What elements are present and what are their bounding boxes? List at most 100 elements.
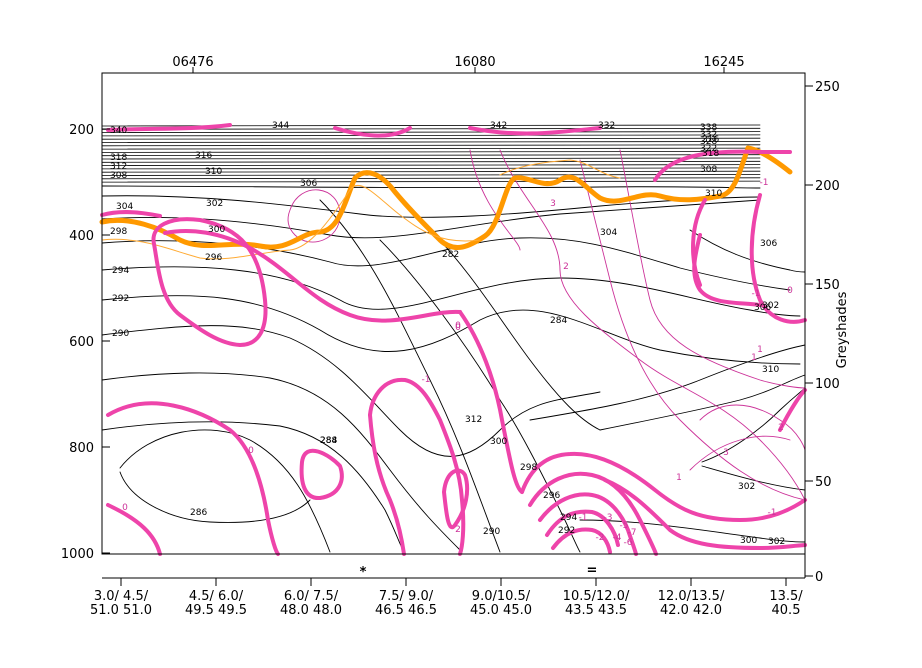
isentrope-contour — [119, 471, 311, 523]
pv-label: 1 — [676, 473, 682, 483]
top-axis-tick-label: 06476 — [172, 55, 213, 70]
pv-thin-contour — [699, 404, 806, 451]
pv-zero-contour — [692, 233, 762, 307]
pv-label: 2 — [455, 525, 461, 535]
pv-zero-contour — [653, 149, 792, 182]
pv-zero-contour — [151, 217, 268, 347]
pv-label: 1 — [751, 353, 757, 363]
isentrope-label: 316 — [702, 135, 719, 145]
bottom-axis-tick-label-line1: 4.5/ 6.0/ — [189, 589, 244, 604]
isentrope-label: 310 — [205, 167, 222, 177]
marker-layer: * = — [360, 563, 598, 580]
isentrope-label: 288 — [320, 436, 337, 446]
pv-thin-contour — [287, 189, 341, 243]
isentrope-contour — [689, 229, 806, 273]
bottom-axis: 3.0/ 4.5/51.0 51.0 4.5/ 6.0/49.5 49.5 6.0/… — [90, 577, 805, 618]
pv-label: 2 — [563, 262, 569, 272]
pv-zero-contour — [778, 388, 807, 432]
isentrope-label: 290 — [483, 527, 500, 537]
isentrope-contour — [701, 465, 806, 491]
right-axis-tick-label: 250 — [815, 80, 840, 95]
isentrope-label: 342 — [490, 121, 507, 131]
pv-label: 0 — [122, 503, 128, 513]
pv-zero-contour — [458, 310, 524, 494]
isentrope-label: 302 — [738, 482, 755, 492]
pv-zero-contour — [368, 377, 466, 556]
pv-label: 3 — [723, 448, 729, 458]
left-axis-tick-label: 800 — [69, 441, 94, 456]
bottom-axis-tick-label-line2: 42.0 42.0 — [660, 603, 722, 618]
right-axis: 0 50 100 150 200 250 — [804, 73, 840, 585]
isentrope-label: 306 — [760, 239, 777, 249]
tropopause-layer — [99, 145, 793, 260]
bottom-axis-tick-label-line1: 9.0/10.5/ — [472, 589, 531, 604]
isentrope-label: 318 — [702, 149, 719, 159]
bottom-axis-tick-label-line2: 49.5 49.5 — [185, 603, 247, 618]
pv-label: -5 — [620, 521, 629, 531]
pv-zero-contour — [368, 413, 406, 556]
isentrope-label: 296 — [543, 491, 560, 501]
pv-label: 0 — [787, 286, 793, 296]
isentrope-label: 298 — [110, 227, 127, 237]
isentrope-label: 302 — [762, 301, 779, 311]
isentrope-contour — [319, 199, 501, 553]
isentrope-contour — [429, 229, 601, 431]
right-axis-tick-label: 200 — [815, 179, 840, 194]
pv-zero-contour — [106, 123, 232, 132]
pv-zero-contour — [333, 126, 412, 138]
isentrope-contour — [599, 374, 806, 431]
isentrope-contour — [101, 421, 405, 553]
isentrope-label: 312 — [465, 415, 482, 425]
right-axis-title: Greyshades — [835, 291, 850, 368]
top-axis-tick-label: 16080 — [454, 55, 495, 70]
isentrope-label: 294 — [560, 513, 577, 523]
isentrope-label: 292 — [112, 294, 129, 304]
pv-label: -2 — [596, 533, 605, 543]
isentrope-label: 328 — [700, 137, 717, 147]
bottom-axis-tick-label-line2: 45.0 45.0 — [470, 603, 532, 618]
bottom-axis-tick-label-line2: 46.5 46.5 — [375, 603, 437, 618]
isentrope-label: 292 — [558, 526, 575, 536]
isentrope-label: 300 — [208, 225, 225, 235]
isentrope-label: 340 — [110, 126, 127, 136]
isentrope-label: 302 — [206, 199, 223, 209]
bottom-axis-tick-label-line2: 40.5 — [772, 603, 801, 618]
isentrope-label: 300 — [740, 536, 757, 546]
pv-label: -3 — [604, 513, 613, 523]
tropopause-line — [99, 145, 793, 251]
isentrope-label: 332 — [700, 130, 717, 140]
tropopause-thin-line — [101, 184, 481, 260]
pv-label: -1 — [579, 513, 588, 523]
isentrope-label: 308 — [700, 165, 717, 175]
left-axis-tick-label: 400 — [69, 229, 94, 244]
bottom-axis-tick-label-line2: 43.5 43.5 — [565, 603, 627, 618]
cyan-star: * — [360, 565, 367, 580]
pv-zero-contour — [442, 468, 470, 530]
isentrope-label: 316 — [195, 151, 212, 161]
pv-label: 0 — [455, 323, 461, 333]
isentrope-contour — [101, 372, 461, 551]
pv-zero-contour — [520, 451, 807, 522]
isentrope-contour — [119, 429, 331, 553]
isentrope-label: 310 — [762, 365, 779, 375]
pv-label: -6 — [624, 538, 633, 548]
pv-thin-contour — [689, 435, 791, 471]
pv-zero-contour — [299, 448, 344, 500]
isentrope-label: 282 — [442, 250, 459, 260]
isentrope-label: 306 — [300, 179, 317, 189]
pv-label: 1 — [757, 345, 763, 355]
bottom-axis-tick-label-line1: 7.5/ 9.0/ — [379, 589, 434, 604]
isentrope-label: 306 — [754, 303, 771, 313]
isentrope-label: 332 — [598, 121, 615, 131]
pv-label: -1 — [752, 289, 761, 299]
pv-label: -1 — [760, 178, 769, 188]
pv-zero-contour — [538, 492, 638, 556]
pv-zero-contour — [551, 527, 612, 554]
pv-zero-contour — [100, 210, 162, 218]
right-axis-tick-label: 150 — [815, 278, 840, 293]
isentrope-label: 312 — [110, 162, 127, 172]
right-axis-tick-label: 0 — [815, 570, 823, 585]
isentrope-contour — [529, 344, 806, 421]
isentrope-contour — [101, 325, 601, 457]
isentrope-label: 284 — [320, 436, 337, 446]
